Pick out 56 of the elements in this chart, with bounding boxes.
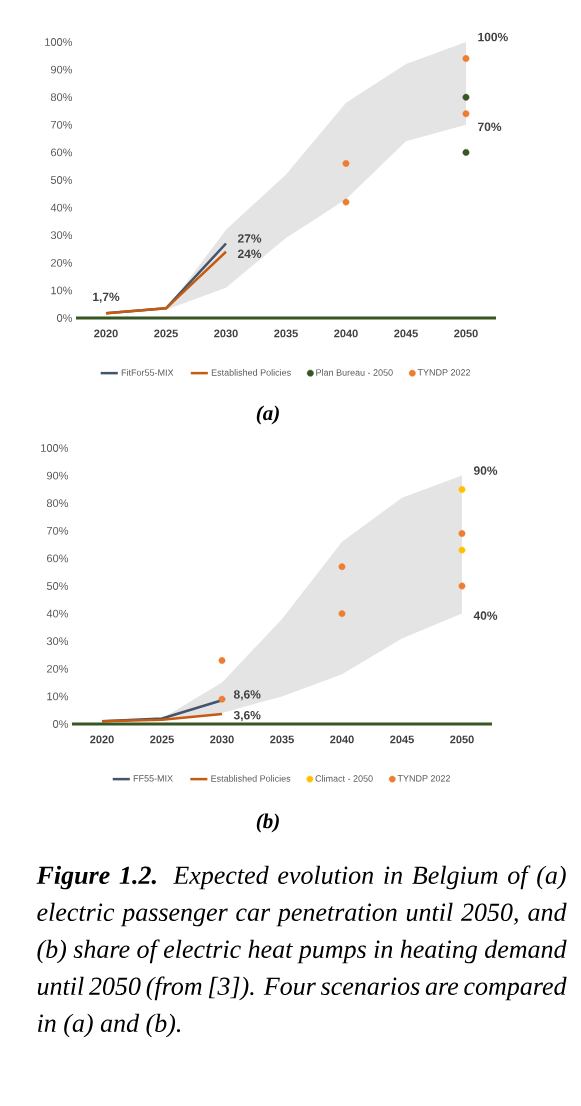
annotation: 90% <box>473 466 498 475</box>
x-tick-label: 2035 <box>274 329 298 338</box>
y-tick-label: 60% <box>51 148 73 157</box>
annotation: 3,6% <box>233 710 261 722</box>
annotation: 70% <box>478 122 502 132</box>
y-tick-label: 40% <box>46 609 69 618</box>
y-tick-label: 100% <box>41 444 69 452</box>
x-tick-label: 2050 <box>454 329 478 338</box>
text: (b) <box>256 813 279 833</box>
y-tick-label: 50% <box>50 176 73 184</box>
text: (a) <box>256 405 279 425</box>
y-tick-label: 40% <box>50 203 73 212</box>
legend-label: Climact - 2050 <box>315 775 373 782</box>
annotation: 27% <box>237 234 262 243</box>
text: Figure 1.2. Expected evolution in Belgium of (a) electric passenger car penetration until 2050, and (b) share of electric heat pumps in heating demand until 2050 (from [3]). Four scenarios are compared in (a) and (b). <box>36 865 567 1038</box>
x-tick-label: 2025 <box>154 329 178 338</box>
legend-label: TYNDP 2022 <box>397 775 451 782</box>
y-tick-label: 80% <box>46 499 69 508</box>
annotation: 100% <box>478 32 508 42</box>
y-tick-label: 90% <box>46 471 69 480</box>
x-tick-label: 2045 <box>394 329 418 338</box>
x-tick-label: 2020 <box>90 735 114 744</box>
x-tick-label: 2020 <box>94 329 118 338</box>
y-tick-label: 0% <box>52 720 69 728</box>
y-tick-label: 0% <box>56 314 73 322</box>
legend-label: Established Policies <box>211 369 291 376</box>
annotation: 1,7% <box>93 292 120 303</box>
x-tick-label: 2030 <box>210 735 234 744</box>
annotation: 40% <box>473 611 498 620</box>
y-tick-label: 60% <box>47 554 69 563</box>
y-tick-label: 50% <box>46 582 69 590</box>
legend-label: TYNDP 2022 <box>417 369 471 376</box>
y-tick-label: 20% <box>51 258 73 267</box>
x-tick-label: 2050 <box>450 735 474 744</box>
y-tick-label: 100% <box>45 38 73 46</box>
legend-label: FF55-MIX <box>133 775 173 782</box>
annotation: 8,6% <box>233 690 261 701</box>
x-tick-label: 2035 <box>270 735 294 744</box>
y-tick-label: 80% <box>50 93 73 102</box>
x-tick-label: 2045 <box>390 735 414 744</box>
y-tick-label: 30% <box>50 231 73 240</box>
legend-label: FitFor55-MIX <box>121 369 174 376</box>
y-tick-label: 30% <box>46 637 69 646</box>
annotation: 24% <box>237 249 262 258</box>
x-tick-label: 2025 <box>150 735 174 744</box>
y-tick-label: 10% <box>51 286 73 295</box>
legend-label: Established Policies <box>211 775 291 782</box>
y-tick-label: 70% <box>47 526 69 535</box>
x-tick-label: 2040 <box>334 329 358 338</box>
legend-label: Plan Bureau - 2050 <box>316 369 393 376</box>
x-tick-label: 2040 <box>330 735 354 744</box>
x-tick-label: 2030 <box>214 329 238 338</box>
y-tick-label: 70% <box>51 120 73 129</box>
y-tick-label: 90% <box>50 65 73 74</box>
y-tick-label: 10% <box>47 692 69 701</box>
y-tick-label: 20% <box>47 664 69 673</box>
